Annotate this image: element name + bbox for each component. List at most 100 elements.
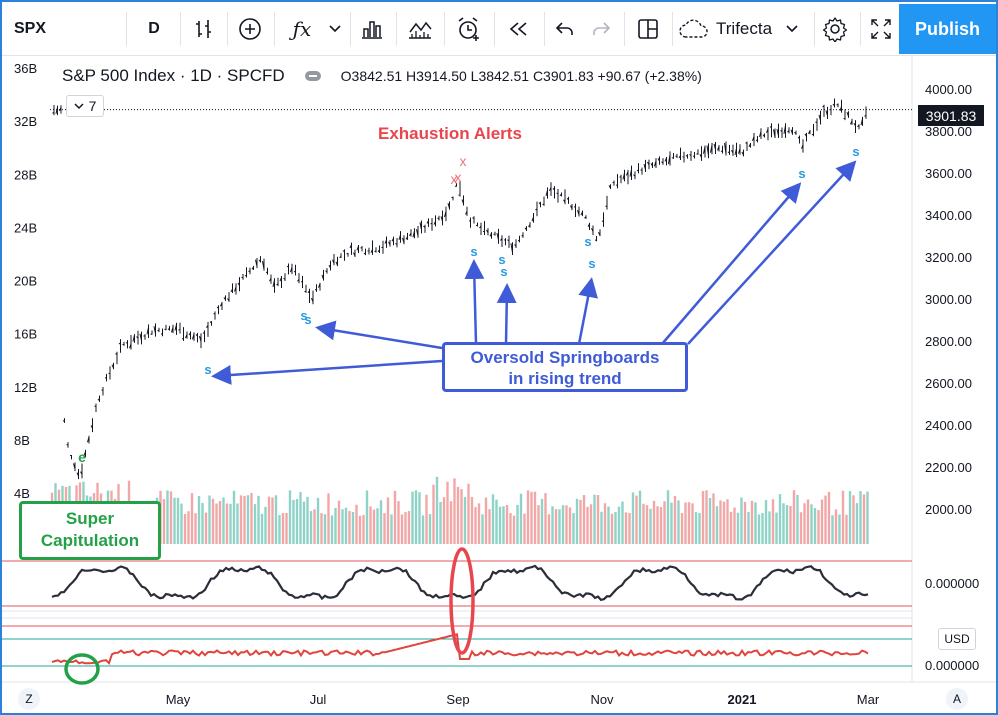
springboard-marker: s: [300, 308, 307, 323]
chevron-down-icon: [74, 102, 84, 109]
price-bar-tick: [251, 266, 254, 270]
alert-button[interactable]: [450, 2, 488, 56]
price-bar-tick: [234, 286, 237, 292]
volume-bar: [351, 512, 355, 544]
volume-bar: [285, 512, 288, 544]
price-bar-tick: [62, 420, 65, 422]
symbol-search-button[interactable]: SPX: [2, 2, 62, 56]
price-bar-tick: [496, 232, 499, 241]
fullscreen-button[interactable]: [864, 2, 898, 56]
volume-bar: [222, 497, 225, 544]
price-bar-tick: [783, 125, 786, 134]
volume-bar: [596, 495, 600, 544]
volume-bar: [306, 496, 309, 544]
volume-bar: [250, 492, 253, 544]
volume-bar: [841, 490, 845, 544]
bar-style-button[interactable]: [186, 2, 222, 56]
volume-bar: [659, 507, 663, 544]
undo-button[interactable]: [548, 2, 582, 56]
volume-bar: [295, 498, 299, 544]
indicator-collapse-button[interactable]: 7: [66, 95, 104, 117]
springboard-marker: s: [470, 244, 477, 259]
price-bar-tick: [83, 451, 86, 456]
function-button[interactable]: ƒx: [284, 2, 320, 56]
volume-bar: [498, 506, 502, 544]
volume-bar: [575, 498, 579, 544]
price-bar-tick: [675, 155, 678, 158]
springboard-marker: s: [798, 166, 805, 181]
volume-bar: [533, 491, 537, 544]
volume-bar: [750, 500, 754, 544]
price-bar-tick: [255, 259, 258, 267]
volume-bar: [278, 515, 281, 544]
volume-bar: [519, 493, 523, 544]
price-bar-tick: [755, 139, 758, 142]
price-bar-tick: [59, 107, 62, 112]
price-bar-tick: [94, 405, 97, 408]
volume-bar: [673, 495, 677, 544]
price-tick-label: 4000.00: [925, 82, 972, 97]
volume-bar: [309, 511, 313, 544]
price-bar-tick: [787, 129, 790, 133]
price-bar-tick: [850, 120, 853, 125]
templates-button[interactable]: [402, 2, 438, 56]
capitulation-marker: e: [78, 449, 86, 465]
price-bar-tick: [325, 270, 328, 273]
price-bar-tick: [244, 274, 247, 277]
price-tick-label: 3000.00: [925, 292, 972, 307]
price-bar-tick: [402, 237, 405, 244]
layout-name-dropdown[interactable]: Trifecta: [678, 2, 812, 56]
price-bar-tick: [801, 144, 804, 149]
settings-button[interactable]: [816, 2, 854, 56]
publish-button[interactable]: Publish: [899, 4, 996, 54]
volume-bar: [400, 514, 404, 544]
volume-bar: [411, 491, 414, 544]
osc2-line: [51, 633, 869, 666]
volume-bar: [624, 512, 628, 544]
price-bar-tick: [706, 145, 709, 156]
layout-button[interactable]: [630, 2, 666, 56]
price-bar-tick: [839, 106, 842, 111]
volume-bar: [610, 513, 614, 544]
price-bar-tick: [510, 243, 513, 253]
volume-bar: [558, 509, 561, 544]
volume-bar: [670, 502, 673, 544]
price-bar-tick: [724, 143, 727, 155]
callout-arrow: [464, 259, 485, 345]
replay-button[interactable]: [500, 2, 538, 56]
price-bar-tick: [419, 222, 422, 230]
redo-button[interactable]: [584, 2, 618, 56]
volume-bar: [551, 506, 554, 544]
volume-bar: [680, 512, 684, 544]
indicators-add-button[interactable]: [232, 2, 268, 56]
price-bar-tick: [444, 211, 447, 218]
volume-bar: [379, 500, 383, 544]
volume-bar: [852, 495, 855, 544]
price-bar-tick: [286, 265, 289, 268]
volume-bar: [705, 490, 708, 544]
price-bar-tick: [832, 103, 835, 107]
exhaustion-marker: x: [451, 171, 458, 187]
volume-bar: [481, 514, 484, 544]
price-bar-tick: [206, 324, 209, 328]
price-bar-tick: [601, 220, 604, 222]
function-dropdown[interactable]: [324, 2, 346, 56]
legend-toggle-icon[interactable]: [304, 71, 321, 81]
price-bar-tick: [342, 250, 345, 252]
callout-line-1: Super: [65, 509, 115, 528]
currency-button[interactable]: USD: [938, 628, 976, 650]
alarm-clock-icon: [458, 17, 479, 41]
springboard-marker: s: [584, 234, 591, 249]
volume-bar: [806, 499, 810, 544]
volume-bar: [474, 507, 477, 544]
zoom-corner-button[interactable]: Z: [18, 688, 40, 710]
interval-button[interactable]: D: [134, 2, 174, 56]
price-bar-tick: [531, 216, 534, 222]
auto-scale-button[interactable]: A: [946, 688, 968, 710]
price-bar-tick: [682, 156, 685, 158]
volume-bar: [824, 495, 827, 544]
price-bar-tick: [318, 283, 321, 288]
compare-button[interactable]: [354, 2, 390, 56]
price-bar-tick: [409, 232, 412, 237]
capitulation-highlight-ellipse: [64, 653, 100, 685]
